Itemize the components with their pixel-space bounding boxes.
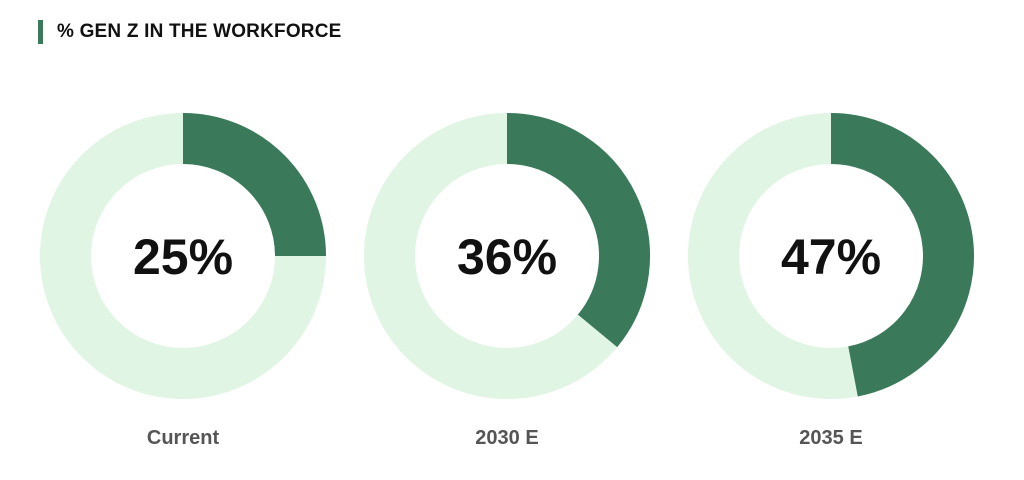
donut-chart-3: 47% 2035 E xyxy=(688,113,974,449)
donut-category-label: 2030 E xyxy=(475,427,538,449)
donut-value-label: 47% xyxy=(781,229,881,285)
donut-value-arc xyxy=(182,113,326,257)
donut-value-label: 25% xyxy=(133,229,233,285)
donut-category-label: 2035 E xyxy=(799,427,862,449)
donut-value-label: 36% xyxy=(457,229,557,285)
chart-title: % GEN Z IN THE WORKFORCE xyxy=(57,21,342,42)
donut-value-arc xyxy=(506,113,650,348)
donut-category-label: Current xyxy=(147,427,220,449)
title-accent-bar xyxy=(38,20,43,44)
donut-chart-1: 25% Current xyxy=(40,113,326,449)
donut-chart-2: 36% 2030 E xyxy=(364,113,650,449)
donut-value-arc xyxy=(830,113,974,397)
chart-title-block: % GEN Z IN THE WORKFORCE xyxy=(38,20,342,44)
